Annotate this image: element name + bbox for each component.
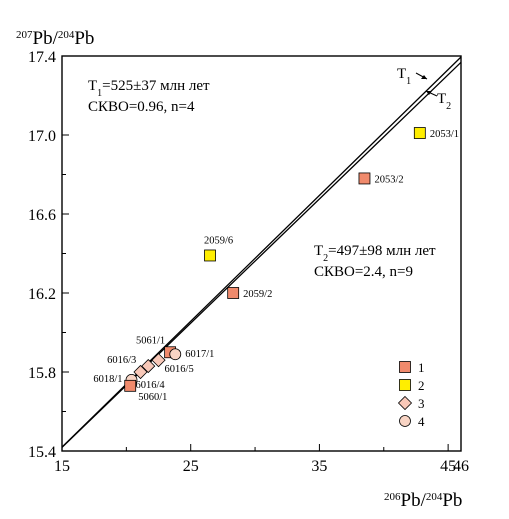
legend-marker-2 [399,379,411,391]
y-axis-title: 207Pb/204Pb [16,28,94,49]
point-label-2059-2: 2059/2 [243,289,272,300]
data-point-labels: 2053/1 2053/2 2059/6 2059/2 5061/1 6017/1 6016… [93,129,459,403]
point-2059-2 [227,287,240,299]
x-tick-label-35: 35 [311,458,327,475]
x-axis-title-a: Pb/ [401,490,427,511]
legend: 1 2 3 4 [397,360,425,429]
y-tick-label-16-6: 16.6 [28,207,56,224]
y-tick-label-17-4: 17.4 [28,49,56,66]
t2-age-sub: 2 [323,253,328,264]
x-tick-label-45: 45 [440,458,456,475]
point-6017-1 [169,348,182,361]
point-label-2053-2: 2053/2 [374,174,403,185]
x-axis-title: 206Pb/204Pb [384,490,462,511]
x-tick-label-46: 46 [453,458,469,475]
point-6016-3 [141,359,156,374]
y-axis-title-a: Pb/ [33,28,59,49]
point-label-6017-1: 6017/1 [185,349,214,360]
legend-marker-4 [399,415,411,427]
isochron-label-t2: T2 [437,91,451,112]
t2-age-pre: T [314,243,323,259]
t1-age-annotation: T1=525±37 млн лет [88,78,210,99]
t1-age-sub: 1 [97,88,102,99]
y-tick-label-17: 17.0 [28,128,56,145]
data-points [124,127,426,392]
t1-age-value: =525±37 млн лет [102,78,210,94]
t2-age-annotation: T2=497±98 млн лет [314,243,436,264]
point-label-5060-1: 5060/1 [138,392,167,403]
legend-label-4: 4 [418,414,425,429]
legend-label-1: 1 [418,360,425,375]
isochron-label-t2-sub: 2 [446,101,451,112]
point-2053-1 [413,127,426,139]
point-label-2059-6: 2059/6 [204,235,233,246]
legend-label-3: 3 [418,396,425,411]
point-label-6018-1: 6018/1 [93,374,122,385]
point-6016-5 [151,353,166,368]
legend-marker-1 [399,361,411,373]
isochron-label-t1: T1 [397,66,411,87]
y-tick-label-15-8: 15.8 [28,365,56,382]
isochron-label-t1-sub: 1 [406,76,411,87]
t2-mswd-annotation: СКВО=2.4, n=9 [314,264,413,280]
point-label-2053-1: 2053/1 [430,129,459,140]
point-label-5061-1: 5061/1 [136,335,165,346]
x-tick-label-15: 15 [54,458,70,475]
y-tick-label-15-4: 15.4 [28,444,56,461]
y-tick-label-16-2: 16.2 [28,286,56,303]
x-axis-title-sup: 204 [426,491,443,503]
t1-age-pre: T [88,78,97,94]
plot-frame [61,55,462,452]
legend-label-2: 2 [418,378,425,393]
legend-marker-3 [397,395,413,411]
isochron-arrowhead-t1 [421,75,427,79]
point-label-6016-3: 6016/3 [107,355,136,366]
x-tick-label-25: 25 [183,458,199,475]
x-axis-title-pre: 206 [384,491,401,503]
y-axis-title-pre: 207 [16,29,33,41]
x-axis-title-b: Pb [442,490,462,511]
t1-mswd-annotation: СКВО=0.96, n=4 [88,99,195,115]
point-label-6016-4: 6016/4 [136,380,166,391]
y-axis-title-b: Pb [74,28,94,49]
isochron-label-t2-pre: T [437,91,446,107]
y-axis-title-sup: 204 [58,29,75,41]
isochron-label-t1-pre: T [397,66,406,82]
point-2053-2 [358,172,371,185]
isochron-arrowhead-t2 [426,91,432,95]
point-5060-1 [124,379,137,392]
t2-age-value: =497±98 млн лет [328,243,436,259]
point-2059-6 [204,249,216,262]
point-label-6016-5: 6016/5 [165,364,194,375]
point-6016-4 [133,364,148,380]
